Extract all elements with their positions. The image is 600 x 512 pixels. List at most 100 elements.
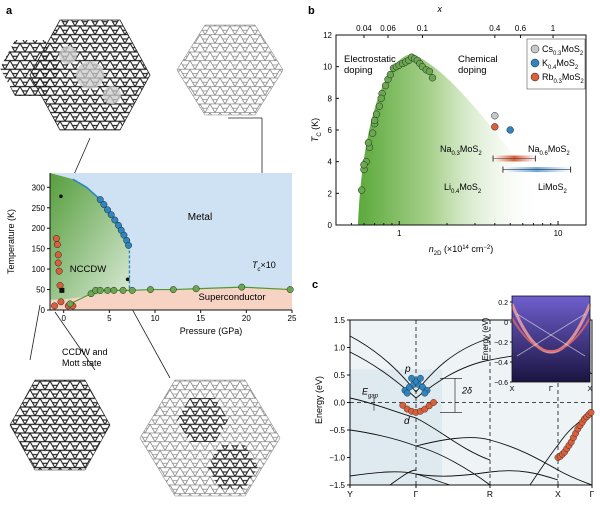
y-tick-label: 100 — [32, 265, 46, 274]
panel-c-letter: c — [312, 279, 318, 291]
annotation-na03-base: Na — [440, 144, 452, 154]
x-axis-label-unit-sup: −2 — [483, 245, 491, 251]
top-tick-label: 0.06 — [380, 24, 396, 33]
y-tick-label: 150 — [32, 245, 46, 254]
top-tick-label: 0.04 — [356, 24, 372, 33]
data-point-s3 — [491, 123, 499, 131]
x-tick-label: 15 — [196, 314, 205, 323]
band-structure-plot: 1.5 1.0 0.5 0.0 −0.5 −1.0 −1.5Y Γ R X Γ Energy (eV)… — [314, 295, 595, 499]
x-tick-label: Γ — [590, 489, 595, 499]
legend-label-base: Cs — [542, 44, 553, 54]
x-tick-label: Γ — [414, 489, 419, 499]
label-two-delta: 2δ — [461, 386, 473, 396]
lattice-illustration-ccdw-top — [0, 19, 151, 131]
callout-ccdw-line1: CCDW and — [62, 347, 108, 357]
phase-label-metal: Metal — [188, 212, 212, 223]
band-curve — [349, 335, 491, 393]
data-point-s1 — [54, 259, 62, 267]
legend-marker — [530, 44, 540, 54]
y-axis-label-t: T — [310, 135, 320, 142]
y-tick-label: 0 — [328, 221, 333, 230]
annotation-li04-sub1: 0.4 — [451, 189, 460, 195]
y-tick-label: 50 — [36, 286, 45, 295]
y-axis-label: Energy (eV) — [314, 376, 324, 424]
x-tick-label: 5 — [107, 314, 112, 323]
y-tick-label: −1.0 — [329, 454, 345, 463]
inset-y-label: Energy (eV) — [481, 317, 490, 360]
illustration-anchor-dot — [59, 194, 63, 199]
legend-label-mid: MoS — [561, 44, 580, 54]
legend-label-sub1: 0.3 — [554, 79, 563, 85]
data-point-s1 — [54, 251, 62, 259]
data-point-s0 — [416, 374, 424, 382]
inset-y-tick-label: −0.2 — [494, 340, 508, 347]
annotation-li04-mid: MoS — [459, 182, 478, 192]
data-point-s0 — [364, 139, 373, 147]
inset-y-tick-label: −0.4 — [494, 360, 508, 367]
x-axis-label-sup: 14 — [462, 245, 469, 251]
legend-label: Cs0.3MoS2 — [542, 44, 584, 57]
label-p: p — [404, 364, 411, 375]
annotation-li04: Li0.4MoS2 — [444, 182, 482, 195]
y-tick-label: 1.0 — [334, 344, 346, 353]
legend-label-mid: MoS — [556, 58, 575, 68]
data-point-s2 — [96, 286, 104, 294]
annotation-limos: LiMoS2 — [538, 182, 568, 195]
panel-b-letter: b — [308, 5, 315, 17]
region-label-chemical: doping — [458, 65, 487, 76]
y-axis-label-unit: (K) — [310, 118, 320, 133]
annotation-li04-sub2: 2 — [478, 189, 482, 195]
x-axis-label-sub: 2D — [434, 251, 442, 257]
callout-ccdw-line2: Mott state — [62, 358, 102, 368]
x-tick-label: 20 — [242, 314, 251, 323]
data-point-s2 — [238, 283, 246, 291]
label-egap-sub: gap — [368, 393, 379, 399]
annotation-na06: Na0.6MoS2 — [528, 144, 570, 157]
y-tick-label: −1.5 — [329, 481, 345, 490]
phase-label-nccdw: NCCDW — [70, 264, 106, 275]
data-point-s0 — [360, 161, 368, 169]
panel-a-letter: a — [6, 5, 13, 17]
data-point-s0 — [408, 374, 415, 382]
y-axis-label: Temperature (K) — [6, 209, 16, 274]
lattice-illustration-bottom-left — [9, 379, 111, 471]
data-point-s1 — [52, 234, 60, 242]
data-point-s2 — [587, 408, 595, 416]
legend-label-sub2: 2 — [575, 65, 579, 71]
data-point-s2 — [169, 286, 177, 294]
annotation-na03-sub1: 0.3 — [452, 151, 461, 157]
band-curve — [415, 437, 593, 486]
region-label-electrostatic: doping — [344, 65, 373, 76]
data-point-s0 — [425, 67, 434, 76]
doping-envelope — [357, 54, 543, 225]
top-tick-label: 0.4 — [489, 24, 501, 33]
y-tick-label: 4 — [328, 158, 333, 167]
y-tick-label: 300 — [32, 183, 46, 192]
data-point-s1 — [51, 302, 59, 310]
data-point-s0 — [357, 186, 366, 194]
illustration-anchor-dot-2 — [125, 277, 130, 282]
y-axis-label-sub: C — [317, 132, 323, 137]
x-tick-label: 10 — [554, 229, 563, 238]
x-axis-label: Pressure (GPa) — [180, 326, 243, 336]
annotation-limos-base: LiMoS — [538, 182, 564, 192]
top-axis-label: x — [436, 4, 442, 14]
inset-y-tick-label: 0.2 — [498, 300, 508, 307]
data-point-s0 — [381, 82, 390, 90]
data-point-s2 — [286, 286, 294, 294]
legend-marker — [530, 58, 540, 68]
tc-scale-suffix: ×10 — [261, 260, 276, 270]
y-tick-label: 0 — [41, 306, 46, 315]
data-point-s2 — [104, 286, 111, 294]
data-point-s0 — [368, 129, 377, 137]
legend-label-sub2: 2 — [580, 51, 584, 57]
data-point-s1 — [56, 282, 64, 289]
band-curve — [415, 473, 451, 486]
y-tick-label: 2 — [328, 189, 333, 198]
annotation-na03-mid: MoS — [460, 144, 479, 154]
y-tick-label: 200 — [32, 224, 46, 233]
data-point-s2 — [110, 286, 118, 294]
x-axis-label-close: ) — [490, 244, 493, 254]
